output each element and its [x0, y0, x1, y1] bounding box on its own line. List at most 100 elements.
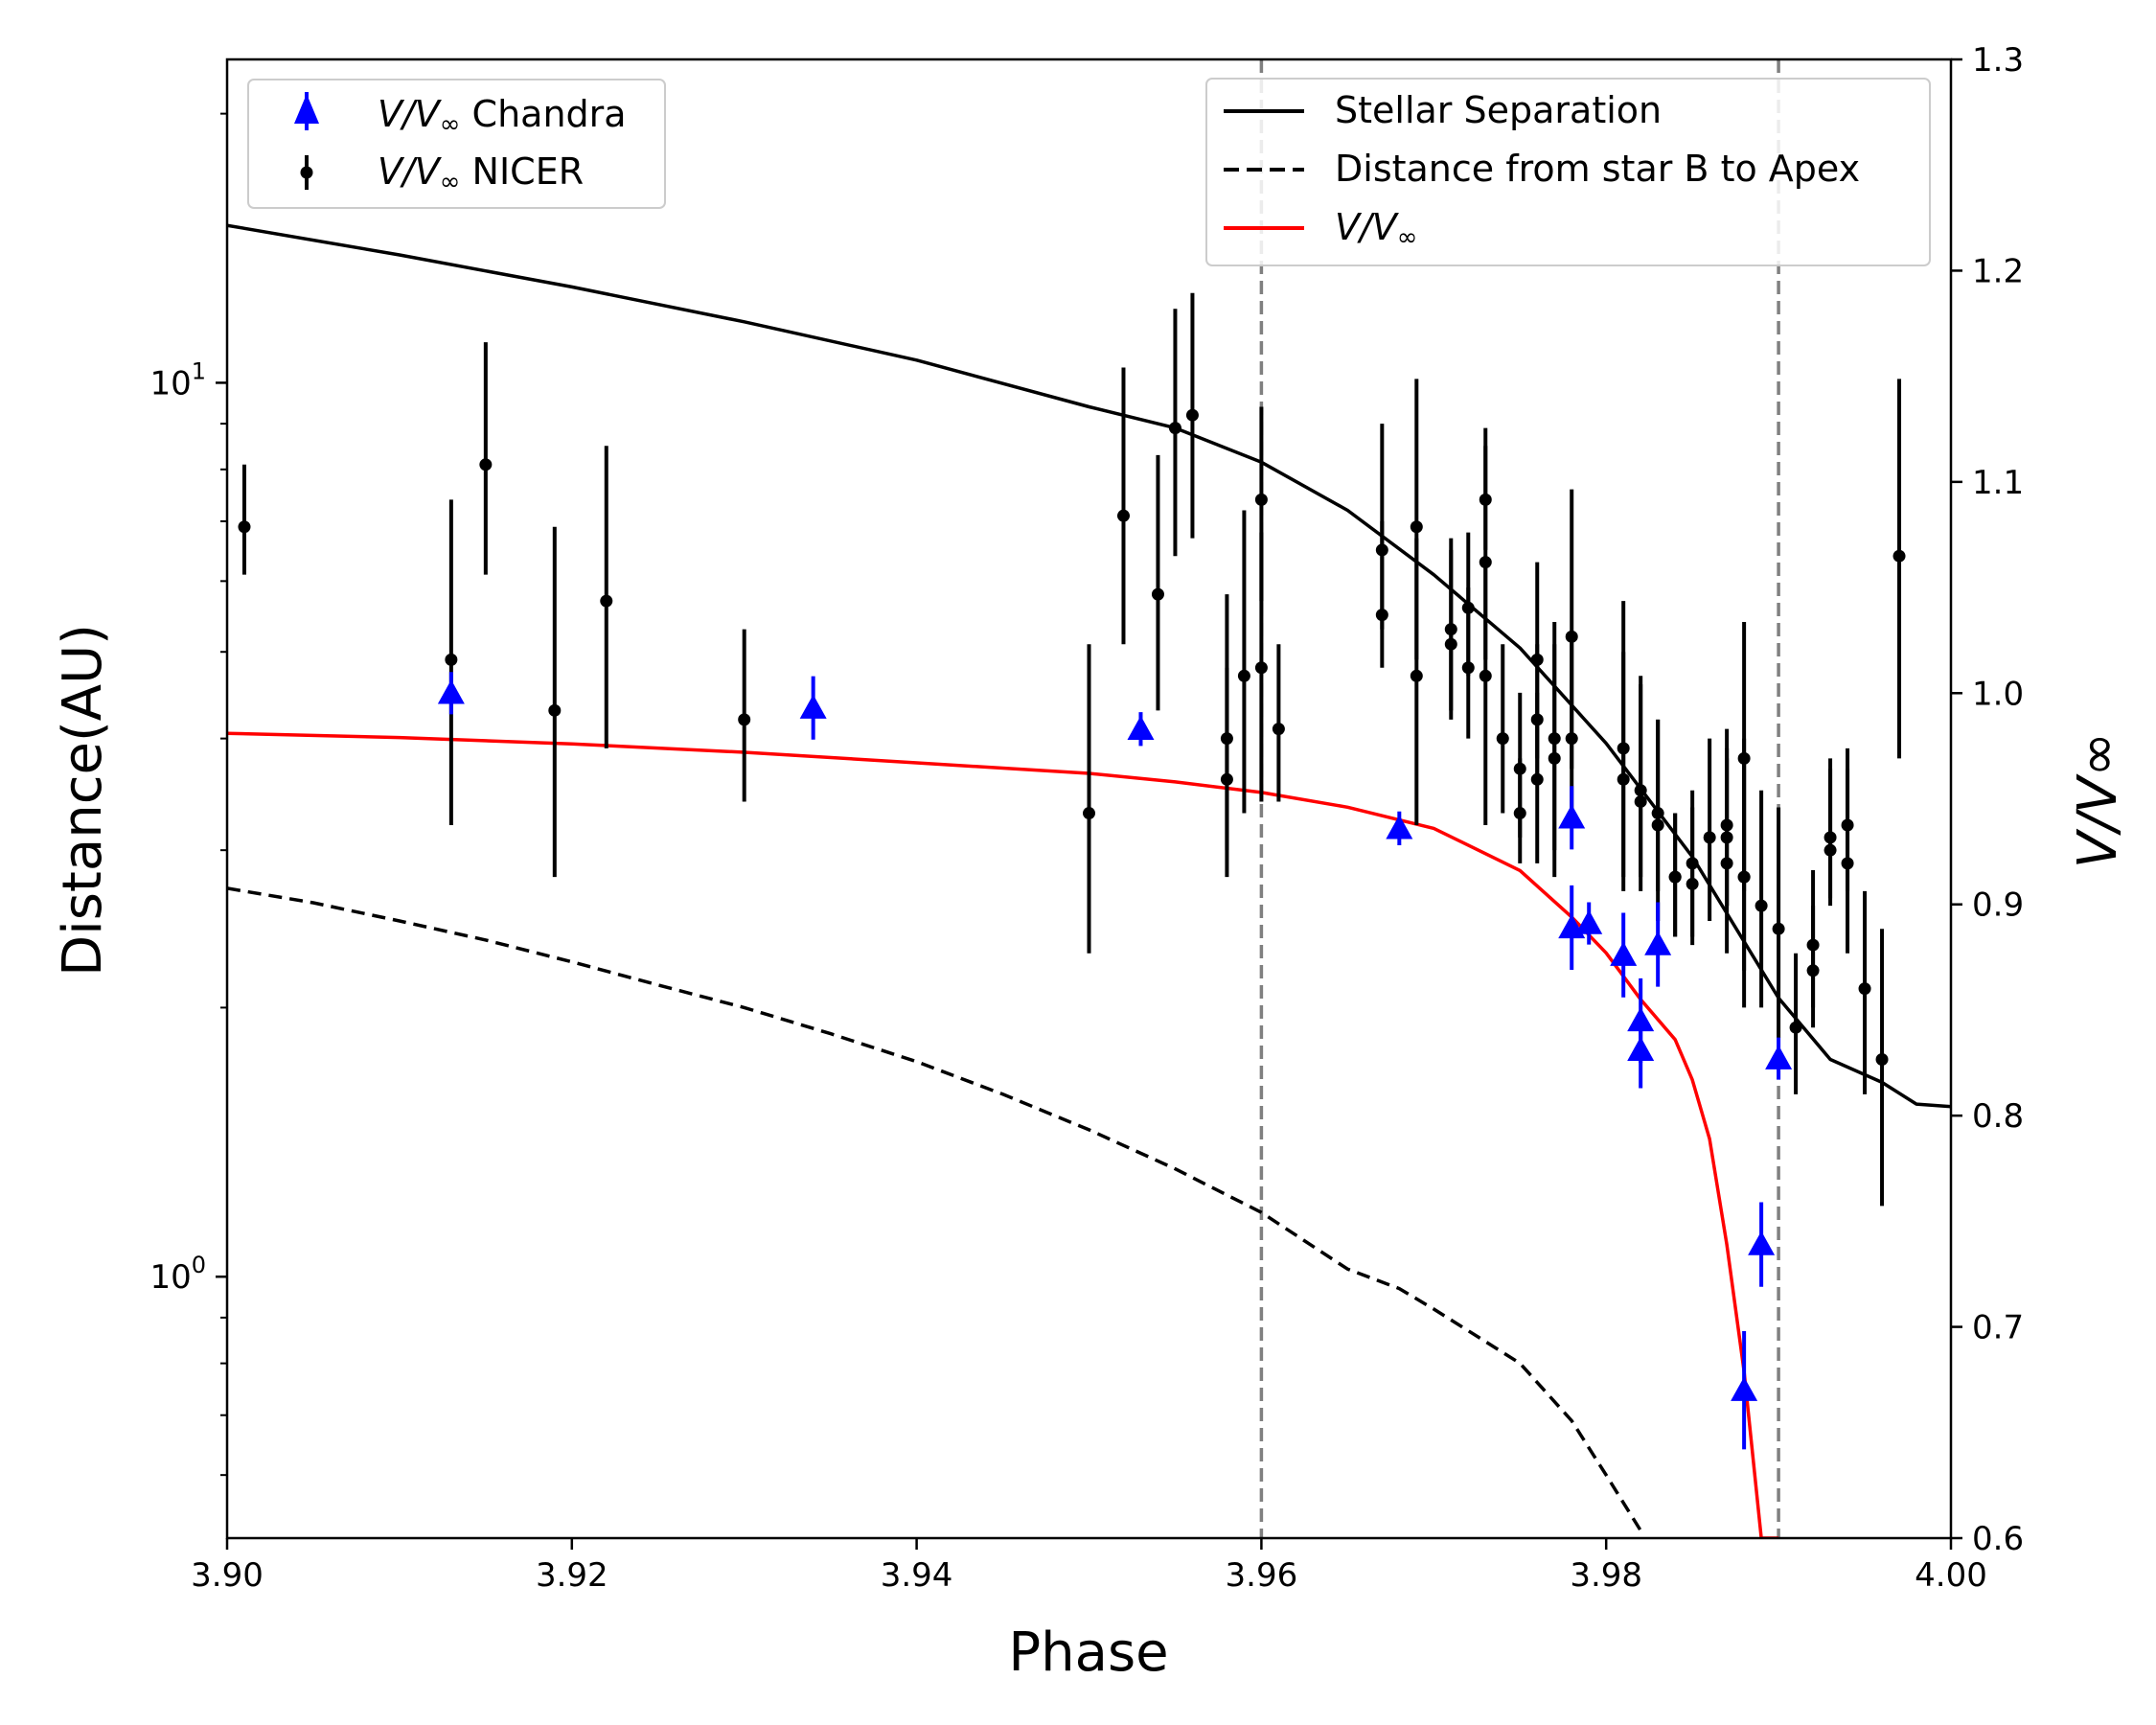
nicer-point [1772, 807, 1785, 1039]
nicer-point [1185, 292, 1199, 539]
nicer-marker [1185, 408, 1199, 422]
chandra-point [1765, 1037, 1793, 1080]
chandra-point [437, 672, 465, 715]
legend-chandra-label: V/V∞ Chandra [378, 93, 627, 139]
chandra-point [1575, 902, 1603, 945]
nicer-marker [1668, 870, 1682, 884]
nicer-point [1720, 728, 1733, 907]
nicer-point [1151, 454, 1164, 711]
nicer-marker [1410, 669, 1423, 682]
chandra-marker [1127, 715, 1155, 740]
curve-apex [227, 886, 1642, 1532]
nicer-marker [1168, 422, 1181, 435]
nicer-point [1254, 532, 1268, 802]
chandra-marker [799, 694, 827, 719]
nicer-marker [1858, 982, 1871, 996]
y-right-tick-label: 1.1 [1972, 464, 2024, 502]
chandra-point [1386, 811, 1413, 845]
x-tick-label: 4.00 [1915, 1556, 1987, 1595]
nicer-point [1841, 769, 1854, 954]
curve-vv [227, 731, 1779, 1538]
nicer-marker [1272, 723, 1285, 736]
chandra-point [799, 676, 827, 740]
y-right-tick-label: 0.8 [1972, 1097, 2024, 1136]
nicer-marker [1461, 661, 1475, 675]
y-tick-label: 100 [149, 1252, 206, 1297]
nicer-point [1806, 869, 1820, 1008]
nicer-point [1703, 738, 1716, 922]
nicer-marker [1496, 732, 1509, 746]
chandra-marker [1765, 1045, 1793, 1070]
nicer-point [1168, 309, 1181, 557]
nicer-marker [238, 520, 251, 534]
nicer-point [1789, 953, 1802, 1094]
chandra-marker [1558, 804, 1586, 829]
nicer-point [1737, 758, 1751, 971]
nicer-point [445, 499, 458, 826]
nicer-marker [1479, 556, 1492, 569]
y-right-tick-label: 1.2 [1972, 252, 2024, 290]
nicer-point [479, 342, 493, 575]
nicer-marker [1151, 587, 1164, 601]
nicer-point [1755, 790, 1768, 1008]
nicer-marker [1375, 543, 1388, 557]
nicer-point [1875, 929, 1889, 1207]
nicer-point [1410, 538, 1423, 826]
chandra-point [1558, 786, 1586, 850]
nicer-point [1272, 644, 1285, 802]
nicer-point [1823, 758, 1837, 899]
nicer-point [1892, 379, 1906, 759]
nicer-marker [1823, 831, 1837, 844]
y-right-tick-label: 1.0 [1972, 675, 2024, 713]
nicer-marker [548, 703, 562, 717]
data-points [238, 292, 1906, 1450]
nicer-point [548, 526, 562, 878]
axis-ticks: 3.90 3.92 3.94 3.96 3.98 4.00 100 101 0.6 0.7 0.8 0… [149, 41, 2024, 1595]
nicer-marker [1116, 509, 1130, 522]
nicer-point [238, 464, 251, 575]
nicer-point [738, 629, 751, 802]
nicer-point [1237, 510, 1250, 814]
nicer-marker [1634, 794, 1647, 808]
curves [227, 223, 1951, 1538]
nicer-marker [1737, 870, 1751, 884]
chandra-marker [1644, 931, 1672, 955]
nicer-point [1479, 446, 1492, 660]
chandra-point [1644, 902, 1672, 987]
nicer-marker [1841, 857, 1854, 870]
chandra-point [1627, 1012, 1655, 1089]
nicer-point [1634, 683, 1647, 891]
legend-box-markers [247, 79, 666, 209]
nicer-marker [1703, 831, 1716, 844]
x-axis-title: Phase [1008, 1622, 1168, 1684]
nicer-point [600, 446, 613, 748]
curve-separation [227, 223, 1951, 1109]
nicer-point [1548, 622, 1561, 851]
x-tick-label: 3.94 [881, 1556, 953, 1595]
nicer-marker [1789, 1021, 1802, 1034]
x-tick-label: 3.90 [191, 1556, 264, 1595]
nicer-marker [738, 713, 751, 726]
nicer-marker [1254, 493, 1268, 506]
y-right-tick-label: 0.7 [1972, 1309, 2024, 1347]
nicer-marker [1083, 807, 1095, 820]
chandra-marker [1627, 1036, 1655, 1062]
chandra-point [1610, 912, 1638, 998]
chandra-marker [1731, 1376, 1758, 1401]
nicer-point [1444, 538, 1457, 720]
nicer-marker [1772, 922, 1785, 935]
nicer-marker [1755, 899, 1768, 912]
y-right-tick-label: 0.6 [1972, 1520, 2024, 1558]
vertical-reference-lines [1259, 59, 1780, 1538]
nicer-point [1686, 790, 1699, 937]
nicer-marker [1892, 549, 1906, 563]
nicer-marker [1479, 669, 1492, 682]
nicer-point [1116, 367, 1130, 645]
nicer-marker [1686, 857, 1699, 870]
legend-separation-label: Stellar Separation [1335, 89, 1662, 131]
nicer-point [1858, 890, 1871, 1094]
nicer-marker [1513, 762, 1526, 775]
chandra-marker [1575, 909, 1603, 934]
nicer-marker [1651, 818, 1664, 832]
